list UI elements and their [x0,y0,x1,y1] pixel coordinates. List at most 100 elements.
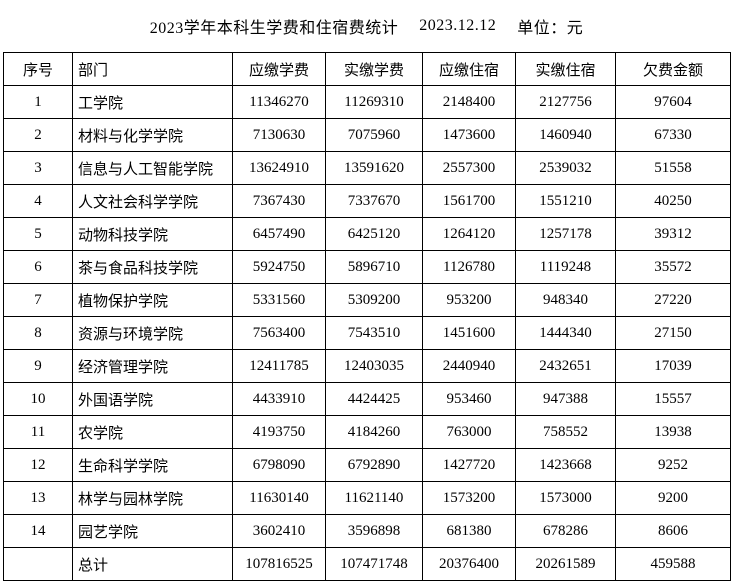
cell-index [3,547,73,581]
cell-tuition-paid: 7337670 [325,184,423,218]
cell-tuition-paid: 12403035 [325,349,423,383]
cell-accommodation-paid: 1444340 [515,316,616,350]
table-row: 9 经济管理学院 12411785 12403035 2440940 2432651 170… [3,349,731,383]
cell-department: 信息与人工智能学院 [72,151,233,185]
cell-accommodation-paid: 947388 [515,382,616,416]
cell-tuition-due: 7367430 [232,184,326,218]
cell-amount-owed: 17039 [615,349,731,383]
cell-accommodation-paid: 1119248 [515,250,616,284]
cell-tuition-due: 7130630 [232,118,326,152]
header-row: 序号 部门 应缴学费 实缴学费 应缴住宿 实缴住宿 欠费金额 [3,52,731,86]
cell-tuition-due: 11630140 [232,481,326,515]
cell-amount-owed: 97604 [615,85,731,119]
cell-amount-owed: 35572 [615,250,731,284]
cell-accommodation-due: 1473600 [422,118,516,152]
cell-accommodation-due: 20376400 [422,547,516,581]
cell-accommodation-due: 2557300 [422,151,516,185]
cell-tuition-due: 13624910 [232,151,326,185]
table-row: 12 生命科学学院 6798090 6792890 1427720 1423668 9252 [3,448,731,482]
cell-amount-owed: 459588 [615,547,731,581]
cell-accommodation-paid: 2432651 [515,349,616,383]
cell-tuition-paid: 3596898 [325,514,423,548]
cell-tuition-due: 5331560 [232,283,326,317]
cell-department: 外国语学院 [72,382,233,416]
cell-index: 6 [3,250,73,284]
cell-accommodation-due: 1264120 [422,217,516,251]
cell-tuition-paid: 7543510 [325,316,423,350]
cell-amount-owed: 67330 [615,118,731,152]
table-row: 8 资源与环境学院 7563400 7543510 1451600 1444340 2715… [3,316,731,350]
cell-tuition-due: 11346270 [232,85,326,119]
table-row: 14 园艺学院 3602410 3596898 681380 678286 8606 [3,514,731,548]
cell-accommodation-due: 1561700 [422,184,516,218]
cell-accommodation-paid: 1551210 [515,184,616,218]
cell-amount-owed: 15557 [615,382,731,416]
cell-department: 林学与园林学院 [72,481,233,515]
cell-accommodation-due: 2440940 [422,349,516,383]
cell-accommodation-due: 1573200 [422,481,516,515]
cell-department: 生命科学学院 [72,448,233,482]
cell-accommodation-due: 2148400 [422,85,516,119]
cell-tuition-paid: 11269310 [325,85,423,119]
cell-tuition-paid: 11621140 [325,481,423,515]
table-row: 10 外国语学院 4433910 4424425 953460 947388 15557 [3,382,731,416]
cell-department: 茶与食品科技学院 [72,250,233,284]
cell-index: 11 [3,415,73,449]
cell-tuition-due: 107816525 [232,547,326,581]
col-header-amount-owed: 欠费金额 [615,52,731,86]
cell-department: 动物科技学院 [72,217,233,251]
cell-department: 园艺学院 [72,514,233,548]
cell-tuition-due: 12411785 [232,349,326,383]
cell-department: 植物保护学院 [72,283,233,317]
cell-accommodation-due: 953200 [422,283,516,317]
cell-amount-owed: 9252 [615,448,731,482]
cell-tuition-paid: 4424425 [325,382,423,416]
cell-index: 13 [3,481,73,515]
table-row: 4 人文社会科学学院 7367430 7337670 1561700 1551210 402… [3,184,731,218]
cell-department: 工学院 [72,85,233,119]
table-row: 13 林学与园林学院 11630140 11621140 1573200 1573000 9… [3,481,731,515]
cell-accommodation-due: 1126780 [422,250,516,284]
table-row: 7 植物保护学院 5331560 5309200 953200 948340 27220 [3,283,731,317]
cell-index: 10 [3,382,73,416]
col-header-tuition-paid: 实缴学费 [325,52,423,86]
cell-accommodation-paid: 2539032 [515,151,616,185]
cell-index: 4 [3,184,73,218]
cell-accommodation-due: 763000 [422,415,516,449]
cell-accommodation-due: 681380 [422,514,516,548]
page-title: 2023学年本科生学费和住宿费统计 2023.12.12 单位：元 [0,0,733,52]
cell-tuition-paid: 6425120 [325,217,423,251]
cell-index: 8 [3,316,73,350]
cell-tuition-paid: 5309200 [325,283,423,317]
cell-tuition-paid: 6792890 [325,448,423,482]
cell-amount-owed: 9200 [615,481,731,515]
cell-department: 材料与化学学院 [72,118,233,152]
cell-tuition-due: 4433910 [232,382,326,416]
cell-index: 5 [3,217,73,251]
title-date: 2023.12.12 [419,17,497,34]
cell-department: 农学院 [72,415,233,449]
cell-amount-owed: 27150 [615,316,731,350]
cell-department: 总计 [72,547,233,581]
cell-amount-owed: 8606 [615,514,731,548]
table-row: 3 信息与人工智能学院 13624910 13591620 2557300 2539032… [3,151,731,185]
col-header-tuition-due: 应缴学费 [232,52,326,86]
title-unit: 单位：元 [517,20,584,37]
cell-tuition-due: 3602410 [232,514,326,548]
cell-index: 3 [3,151,73,185]
table-row: 1 工学院 11346270 11269310 2148400 2127756 97604 [3,85,731,119]
cell-tuition-due: 6457490 [232,217,326,251]
cell-accommodation-paid: 20261589 [515,547,616,581]
cell-tuition-due: 6798090 [232,448,326,482]
cell-amount-owed: 40250 [615,184,731,218]
cell-index: 9 [3,349,73,383]
cell-accommodation-due: 1427720 [422,448,516,482]
cell-accommodation-due: 1451600 [422,316,516,350]
total-row: 总计 107816525 107471748 20376400 20261589 4595… [3,547,731,581]
cell-amount-owed: 27220 [615,283,731,317]
cell-index: 14 [3,514,73,548]
table-row: 5 动物科技学院 6457490 6425120 1264120 1257178 39312 [3,217,731,251]
col-header-accommodation-paid: 实缴住宿 [515,52,616,86]
cell-amount-owed: 51558 [615,151,731,185]
table-row: 11 农学院 4193750 4184260 763000 758552 13938 [3,415,731,449]
